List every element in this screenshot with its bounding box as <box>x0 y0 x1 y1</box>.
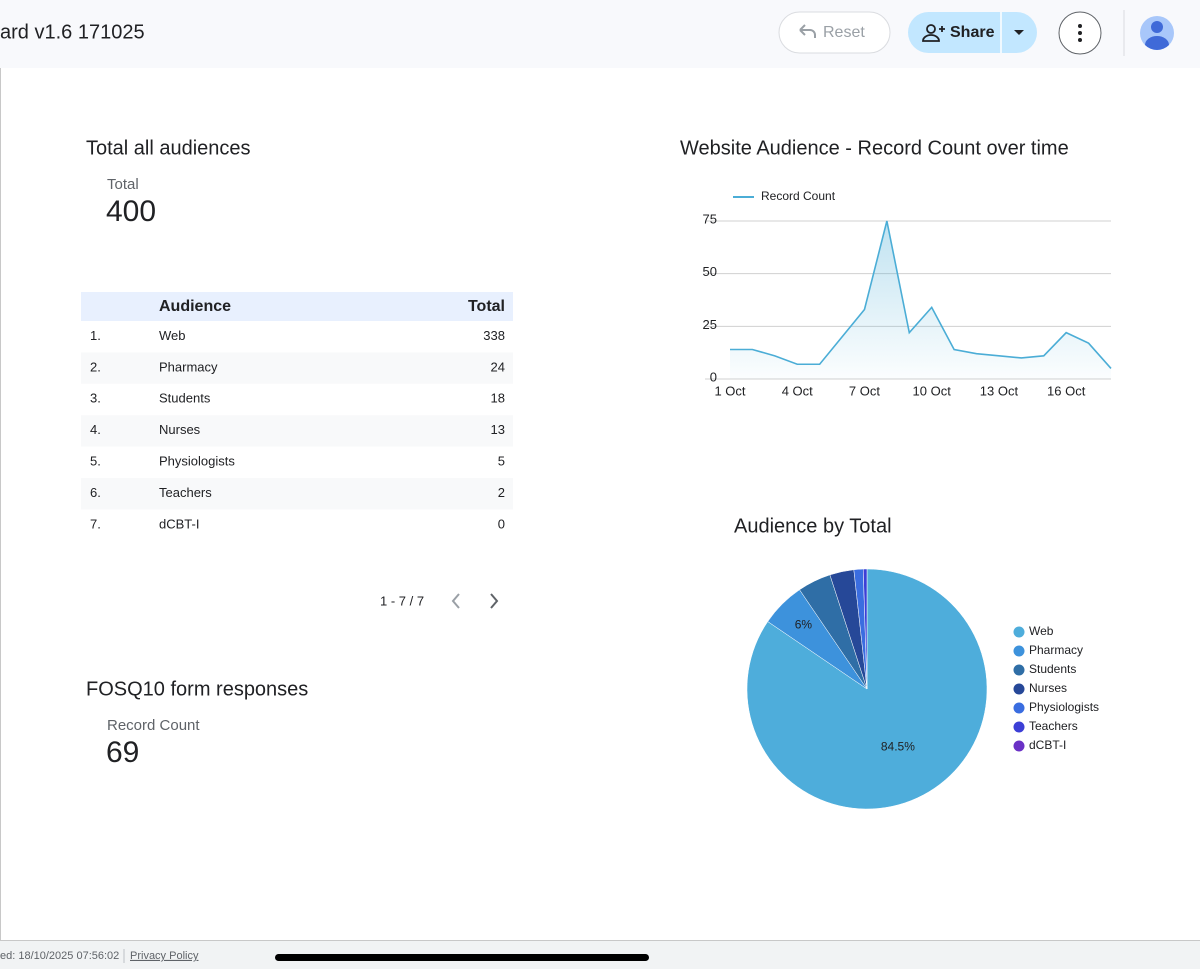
column-header[interactable]: Total <box>468 298 505 315</box>
more-button[interactable] <box>1058 11 1102 55</box>
row-audience: Web <box>159 328 186 343</box>
legend-label: Teachers <box>1029 719 1078 733</box>
x-tick-label: 7 Oct <box>849 383 880 398</box>
legend-swatch <box>1013 664 1025 676</box>
legend-label: Record Count <box>761 189 836 203</box>
y-tick-label: 0 <box>710 369 717 384</box>
privacy-link[interactable]: Privacy Policy <box>130 950 199 962</box>
chart-title: Website Audience - Record Count over tim… <box>680 137 1069 159</box>
legend-label: Web <box>1029 624 1054 638</box>
pagination: 1 - 7 / 7 <box>380 593 424 608</box>
line <box>730 220 1112 369</box>
avatar[interactable] <box>1140 16 1174 50</box>
row-audience: Nurses <box>159 422 201 437</box>
x-tick-label: 1 Oct <box>714 383 745 398</box>
chart-title: Audience by Total <box>734 515 892 537</box>
y-tick-label: 25 <box>703 317 717 332</box>
row-audience: dCBT-I <box>159 516 199 531</box>
x-tick-label: 13 Oct <box>980 383 1019 398</box>
next-page[interactable] <box>490 593 499 609</box>
scorecard-value: 69 <box>106 736 139 769</box>
column-header[interactable]: Audience <box>159 298 231 315</box>
row-total: 2 <box>498 485 505 500</box>
reset-button-bg <box>778 11 891 54</box>
row-audience: Pharmacy <box>159 359 218 374</box>
report-title: ard v1.6 171025 <box>0 21 145 43</box>
row-total: 18 <box>491 391 505 406</box>
legend-swatch <box>1013 645 1025 657</box>
area <box>730 221 1111 379</box>
x-tick-label: 16 Oct <box>1047 383 1086 398</box>
legend-label: Physiologists <box>1029 700 1099 714</box>
row-total: 5 <box>498 454 505 469</box>
row-total: 13 <box>491 422 505 437</box>
legend-swatch <box>1013 721 1025 733</box>
share-button-bg <box>908 12 1037 53</box>
row-index: 4. <box>90 422 101 437</box>
table-header <box>81 292 513 321</box>
row-index: 2. <box>90 359 101 374</box>
legend-swatch <box>1013 740 1025 752</box>
row-stripe <box>81 478 513 510</box>
row-audience: Students <box>159 391 211 406</box>
row-total: 338 <box>483 328 505 343</box>
scorecard-value: 400 <box>106 195 156 228</box>
reset-button[interactable]: Reset <box>778 11 891 54</box>
reset-icon <box>799 24 816 38</box>
legend-label: Students <box>1029 662 1076 676</box>
share-caret[interactable] <box>1014 30 1024 35</box>
row-index: 5. <box>90 454 101 469</box>
row-total: 0 <box>498 516 505 531</box>
share-button[interactable]: Share <box>908 12 1037 53</box>
prev-page[interactable] <box>451 593 460 609</box>
legend-swatch <box>1013 683 1025 695</box>
share-label: Share <box>950 24 995 41</box>
row-index: 1. <box>90 328 101 343</box>
pie-slice <box>862 568 868 690</box>
row-index: 6. <box>90 485 101 500</box>
share-icon <box>922 24 945 42</box>
row-total: 24 <box>491 359 505 374</box>
row-audience: Physiologists <box>159 454 235 469</box>
legend-label: dCBT-I <box>1029 738 1066 752</box>
y-tick-label: 75 <box>703 211 717 226</box>
legend-swatch <box>1013 702 1025 714</box>
y-tick-label: 50 <box>703 264 717 279</box>
x-tick-label: 10 Oct <box>913 383 952 398</box>
home-indicator <box>275 954 649 961</box>
x-tick-label: 4 Oct <box>782 383 813 398</box>
pie-label: 84.5% <box>881 740 915 754</box>
pie-label: 6% <box>795 618 813 632</box>
row-index: 3. <box>90 391 101 406</box>
scorecard-title: Total all audiences <box>86 137 251 159</box>
scorecard-title: FOSQ10 form responses <box>86 678 308 700</box>
row-audience: Teachers <box>159 485 212 500</box>
scorecard-label: Total <box>107 176 139 193</box>
legend-swatch <box>1013 626 1025 638</box>
reset-label: Reset <box>823 24 865 41</box>
last-updated: ed: 18/10/2025 07:56:02 <box>0 950 119 962</box>
scorecard-label: Record Count <box>107 717 200 734</box>
legend-label: Nurses <box>1029 681 1067 695</box>
row-stripe <box>81 415 513 447</box>
row-stripe <box>81 352 513 384</box>
legend-label: Pharmacy <box>1029 643 1083 657</box>
pie-slice <box>746 568 988 810</box>
row-index: 7. <box>90 516 101 531</box>
